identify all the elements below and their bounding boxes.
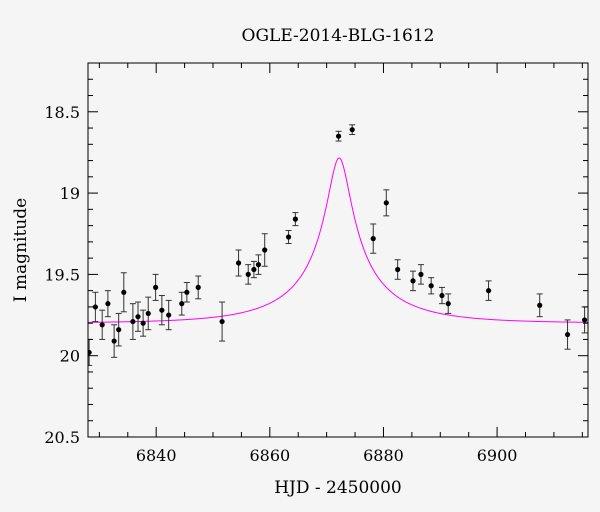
data-point [166,312,172,318]
axis-ticks [88,62,588,438]
data-point [383,200,389,206]
data-point [135,314,141,320]
x-tick-label: 6860 [249,446,290,465]
data-point [370,236,376,242]
x-tick-label: 6880 [363,446,404,465]
y-tick-label: 20 [60,347,80,366]
data-point [116,327,122,333]
data-point [145,310,151,317]
y-tick-label: 18.5 [44,103,80,122]
data-point [140,320,146,326]
data-point [410,278,416,284]
data-point [418,271,424,277]
x-tick-label: 6840 [136,446,177,465]
x-tick-label: 6900 [477,446,518,465]
plot-frame [87,62,589,438]
data-point [255,262,262,268]
data-point [111,338,117,344]
data-point [153,284,159,290]
data-point [537,302,543,308]
data-point [130,318,136,325]
data-point [105,301,111,307]
y-tick-label: 19 [60,184,80,203]
data-point [99,322,105,328]
data-point [235,260,242,266]
data-point [395,266,401,273]
chart-title: OGLE-2014-BLG-1612 [242,26,435,46]
data-point [349,127,355,133]
data-point [92,304,98,310]
data-point [251,266,257,273]
data-point [262,247,268,253]
data-point [445,301,451,307]
data-point [159,307,165,313]
data-point [121,289,127,295]
data-point [292,216,298,222]
y-tick-label: 19.5 [44,265,80,284]
tick-labels: 6840 6860 6880 6900 18.5 19 19.5 20 20.5 [44,103,517,465]
data-point [219,318,225,325]
model-curve [88,157,588,323]
plot-area [88,124,588,366]
y-tick-label: 20.5 [44,428,80,447]
data-point [184,289,190,295]
data-point [439,292,445,299]
data-point [195,284,201,290]
x-axis-label: HJD - 2450000 [274,478,402,498]
data-point [179,301,185,307]
data-point [485,288,492,294]
data-point [88,349,92,356]
data-point [285,234,292,240]
data-point [245,271,251,277]
data-point [428,283,434,289]
data-point [335,133,342,139]
y-axis-label: I magnitude [11,198,31,302]
data-point [581,317,588,323]
data-point [564,331,571,338]
